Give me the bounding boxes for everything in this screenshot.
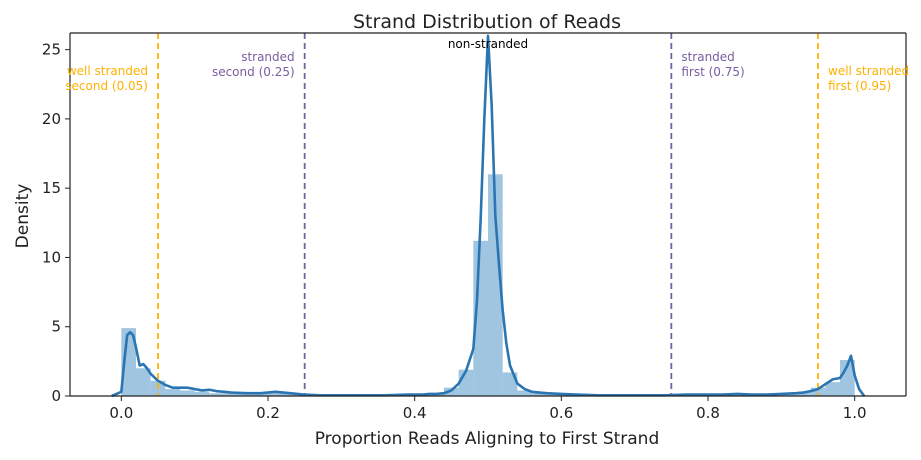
y-tick-label: 0	[51, 387, 61, 405]
axes	[69, 32, 907, 397]
y-tick-label: 20	[42, 110, 61, 128]
y-tick-label: 25	[42, 41, 61, 59]
y-tick-label: 5	[51, 318, 61, 336]
histogram-bar	[136, 368, 151, 396]
histogram-bar	[825, 382, 840, 396]
histogram-bar	[180, 390, 195, 396]
threshold-label: well stranded second (0.05)	[65, 64, 148, 93]
x-tick-label: 0.2	[256, 404, 280, 422]
histogram-bar	[840, 359, 855, 396]
non-stranded-label: non-stranded	[448, 37, 528, 51]
histogram-bar	[282, 393, 298, 396]
histogram-bar	[810, 387, 826, 396]
x-tick-label: 0.0	[109, 404, 133, 422]
histogram-bars	[121, 174, 855, 396]
histogram-bar	[796, 392, 811, 396]
chart-title: Strand Distribution of Reads	[353, 11, 621, 33]
y-tick-label: 10	[42, 248, 61, 266]
x-tick-label: 0.4	[403, 404, 427, 422]
threshold-label: stranded second (0.25)	[212, 50, 295, 79]
histogram-bar	[224, 393, 239, 396]
histogram-bar	[238, 393, 254, 396]
histogram-bar	[532, 393, 547, 396]
histogram-bar	[165, 389, 180, 396]
x-tick-label: 1.0	[843, 404, 867, 422]
threshold-label: well stranded first (0.95)	[828, 64, 909, 93]
kde-curve-group	[111, 34, 866, 398]
histogram-bar	[517, 390, 532, 396]
histogram-bar	[488, 174, 503, 396]
threshold-lines	[157, 33, 819, 396]
y-tick-label: 15	[42, 179, 61, 197]
x-tick-label: 0.6	[549, 404, 573, 422]
histogram-bar	[194, 391, 210, 396]
histogram-bar	[502, 372, 518, 396]
histogram-bar	[268, 393, 283, 396]
threshold-label: stranded first (0.75)	[681, 50, 744, 79]
histogram-bar	[781, 393, 796, 396]
x-ticks: 0.0 0.2 0.4 0.6 0.8 1.0	[109, 396, 867, 422]
histogram-bar	[209, 393, 224, 396]
y-ticks: 0 5 10 15 20 25	[42, 41, 70, 405]
histogram-bar	[253, 393, 268, 396]
kde-line	[111, 34, 866, 398]
y-axis-label: Density	[13, 184, 33, 249]
x-axis-label: Proportion Reads Aligning to First Stran…	[315, 429, 660, 449]
annotations: well stranded second (0.05) stranded second…	[65, 37, 909, 93]
x-tick-label: 0.8	[696, 404, 720, 422]
histogram-bar	[546, 394, 562, 396]
